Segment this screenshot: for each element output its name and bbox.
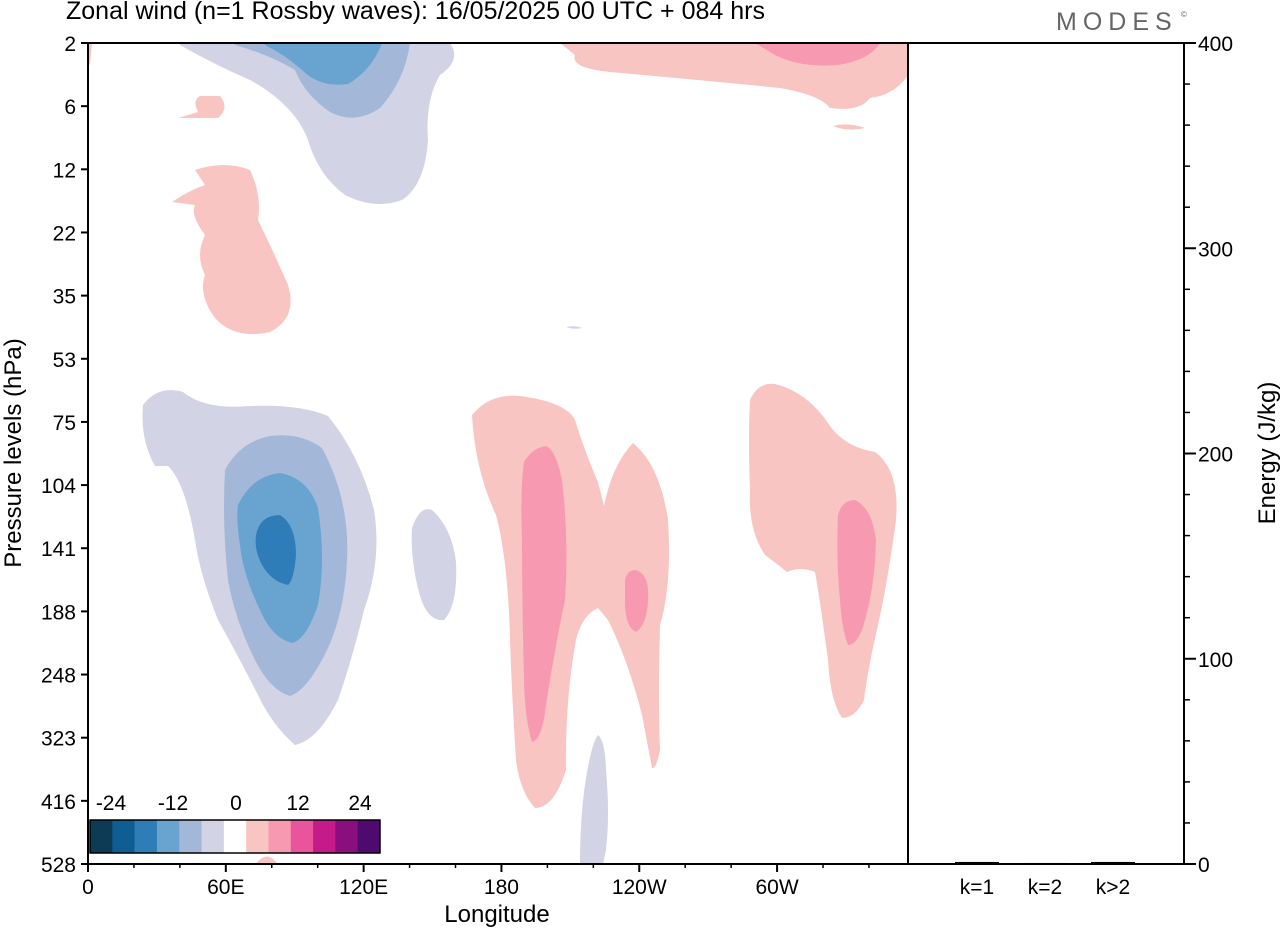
colorbar-tick-label: -12 bbox=[158, 792, 188, 815]
colorbar-tick-label: 24 bbox=[348, 792, 372, 815]
y-tick-label: 2 bbox=[64, 33, 76, 56]
colorbar-swatch bbox=[112, 820, 135, 853]
contour-pos-topright-2 bbox=[755, 43, 880, 66]
contour-neg-mid-4 bbox=[255, 515, 296, 585]
x-axis-ticks: 0 60E 120E 180 120W 60W bbox=[82, 864, 870, 899]
energy-tick-label: 0 bbox=[1198, 854, 1210, 877]
x-tick-label: 0 bbox=[82, 876, 94, 899]
contour-pos-speck-1 bbox=[833, 124, 865, 130]
contour-pos-right-2 bbox=[837, 500, 876, 645]
x-axis-title: Longitude bbox=[444, 901, 549, 928]
colorbar-frame bbox=[89, 819, 381, 854]
energy-tick-label: 400 bbox=[1198, 33, 1233, 56]
contour-neg-small bbox=[411, 509, 457, 621]
colorbar-swatch bbox=[335, 820, 358, 853]
energy-axis-title: Energy (J/kg) bbox=[1254, 382, 1280, 525]
contour-field bbox=[88, 43, 908, 864]
y-tick-label: 416 bbox=[41, 791, 76, 814]
colorbar-swatch bbox=[156, 820, 180, 853]
contour-pos-center-3 bbox=[625, 570, 649, 632]
x-tick-label: 60W bbox=[755, 876, 798, 899]
chart-title: Zonal wind (n=1 Rossby waves): 16/05/202… bbox=[66, 0, 765, 25]
y-axis-title: Pressure levels (hPa) bbox=[0, 338, 27, 567]
colorbar-tick-label: 12 bbox=[286, 792, 309, 815]
y-tick-label: 141 bbox=[41, 538, 76, 561]
contour-neg-top-3 bbox=[265, 43, 382, 85]
x-tick-label: 180 bbox=[484, 876, 519, 899]
y-tick-label: 53 bbox=[53, 349, 76, 372]
colorbar-swatch bbox=[290, 820, 314, 853]
colorbar-tick-label: -24 bbox=[96, 792, 127, 815]
energy-tick-label: 200 bbox=[1198, 444, 1233, 467]
colorbar-swatch bbox=[357, 820, 381, 853]
brand-logo: MODES bbox=[1056, 8, 1178, 36]
energy-bars: k=1 k=2 k>2 bbox=[955, 861, 1135, 899]
contour-neg-bottom bbox=[580, 735, 608, 864]
colorbar-labels: -24 -12 0 12 24 bbox=[96, 792, 372, 815]
y-tick-label: 528 bbox=[41, 854, 76, 877]
colorbar-swatch bbox=[201, 820, 225, 853]
y-tick-label: 75 bbox=[53, 412, 76, 435]
contour-neg-speck bbox=[566, 326, 582, 329]
colorbar-swatch bbox=[223, 820, 247, 853]
colorbar-swatch bbox=[179, 820, 202, 853]
colorbar-swatch bbox=[134, 820, 158, 853]
colorbar-swatch bbox=[268, 820, 292, 853]
x-tick-label: 120W bbox=[612, 876, 667, 899]
energy-axis-ticks: 0 100 200 300 400 bbox=[1184, 33, 1233, 877]
energy-category-label: k>2 bbox=[1096, 876, 1130, 899]
y-tick-label: 248 bbox=[41, 665, 76, 688]
energy-category-label: k=1 bbox=[960, 876, 994, 899]
colorbar-swatch bbox=[90, 820, 113, 853]
colorbar-swatch bbox=[313, 820, 336, 853]
energy-tick-label: 100 bbox=[1198, 649, 1233, 672]
copyright-mark: © bbox=[1181, 10, 1187, 19]
contour-pos-center-1 bbox=[472, 395, 669, 808]
y-axis-ticks: 2 6 12 22 35 53 75 104 141 188 248 323 416 528 bbox=[41, 33, 88, 877]
y-tick-label: 6 bbox=[64, 96, 76, 119]
energy-category-label: k=2 bbox=[1028, 876, 1062, 899]
energy-tick-label: 300 bbox=[1198, 238, 1233, 261]
contour-pos-left-1 bbox=[178, 96, 225, 118]
energy-bar bbox=[955, 861, 999, 864]
contour-pos-bottom bbox=[256, 856, 277, 864]
y-tick-label: 35 bbox=[53, 286, 76, 309]
y-tick-label: 323 bbox=[41, 728, 76, 751]
contour-pos-center-2 bbox=[521, 446, 567, 742]
y-tick-label: 188 bbox=[41, 601, 76, 624]
contour-pos-left-2 bbox=[172, 165, 291, 335]
colorbar bbox=[89, 819, 381, 854]
y-tick-label: 104 bbox=[41, 475, 76, 498]
colorbar-tick-label: 0 bbox=[230, 792, 242, 815]
colorbar-swatch bbox=[246, 820, 269, 853]
x-tick-label: 120E bbox=[339, 876, 388, 899]
y-tick-label: 22 bbox=[53, 222, 76, 245]
energy-bar bbox=[1091, 861, 1135, 864]
y-tick-label: 12 bbox=[53, 159, 76, 182]
energy-bar bbox=[1023, 862, 1067, 864]
x-tick-label: 60E bbox=[207, 876, 244, 899]
